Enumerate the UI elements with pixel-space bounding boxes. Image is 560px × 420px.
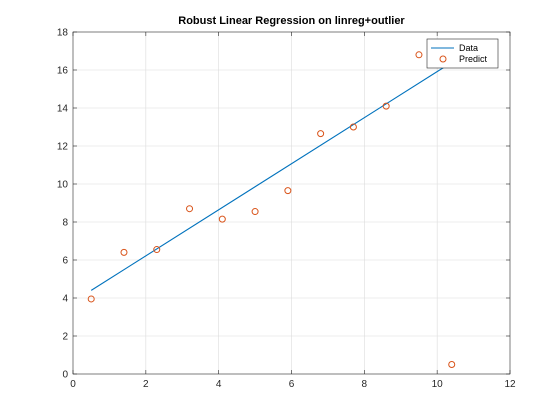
legend-box: [426, 38, 499, 69]
y-tick-label-1: 2: [62, 332, 68, 343]
series-layer: [87, 51, 456, 368]
point-predict-3: [186, 205, 194, 213]
x-tick-label-4: 8: [362, 379, 368, 390]
x-tick-label-5: 10: [432, 379, 444, 390]
y-tick-label-4: 8: [62, 218, 68, 229]
ticks: 0 2 4 6 8 10 12 0 2 4 6 8 10 12 14 16 18: [57, 28, 516, 391]
point-predict-11: [448, 361, 456, 368]
series-line-data: [90, 61, 453, 291]
y-tick-label-3: 6: [62, 256, 68, 267]
x-tick-label-6: 12: [504, 379, 516, 390]
legend-label-data: Data: [459, 43, 478, 53]
point-predict-4: [218, 215, 226, 223]
legend-label-predict: Predict: [459, 54, 488, 64]
y-tick-label-5: 10: [57, 180, 69, 191]
point-predict-9: [382, 102, 390, 110]
chart-title: Robust Linear Regression on linreg+outli…: [178, 15, 405, 27]
y-tick-label-8: 16: [57, 66, 69, 77]
y-tick-label-7: 14: [57, 104, 69, 115]
x-tick-label-1: 2: [143, 379, 149, 390]
x-tick-label-3: 6: [289, 379, 295, 390]
point-predict-7: [317, 130, 325, 138]
point-predict-2: [153, 246, 161, 254]
x-tick-label-2: 4: [216, 379, 222, 390]
grid: [73, 32, 510, 374]
legend-swatch-predict: [439, 55, 447, 63]
point-predict-6: [284, 187, 292, 195]
point-predict-0: [87, 295, 95, 303]
point-predict-5: [251, 208, 259, 216]
y-tick-label-0: 0: [62, 370, 68, 381]
x-tick-label-0: 0: [70, 379, 76, 390]
point-predict-10: [415, 51, 423, 59]
point-predict-8: [349, 123, 357, 131]
y-tick-label-9: 18: [57, 28, 69, 39]
y-tick-label-2: 4: [62, 294, 68, 305]
y-tick-label-6: 12: [57, 142, 69, 153]
point-predict-1: [120, 248, 128, 256]
